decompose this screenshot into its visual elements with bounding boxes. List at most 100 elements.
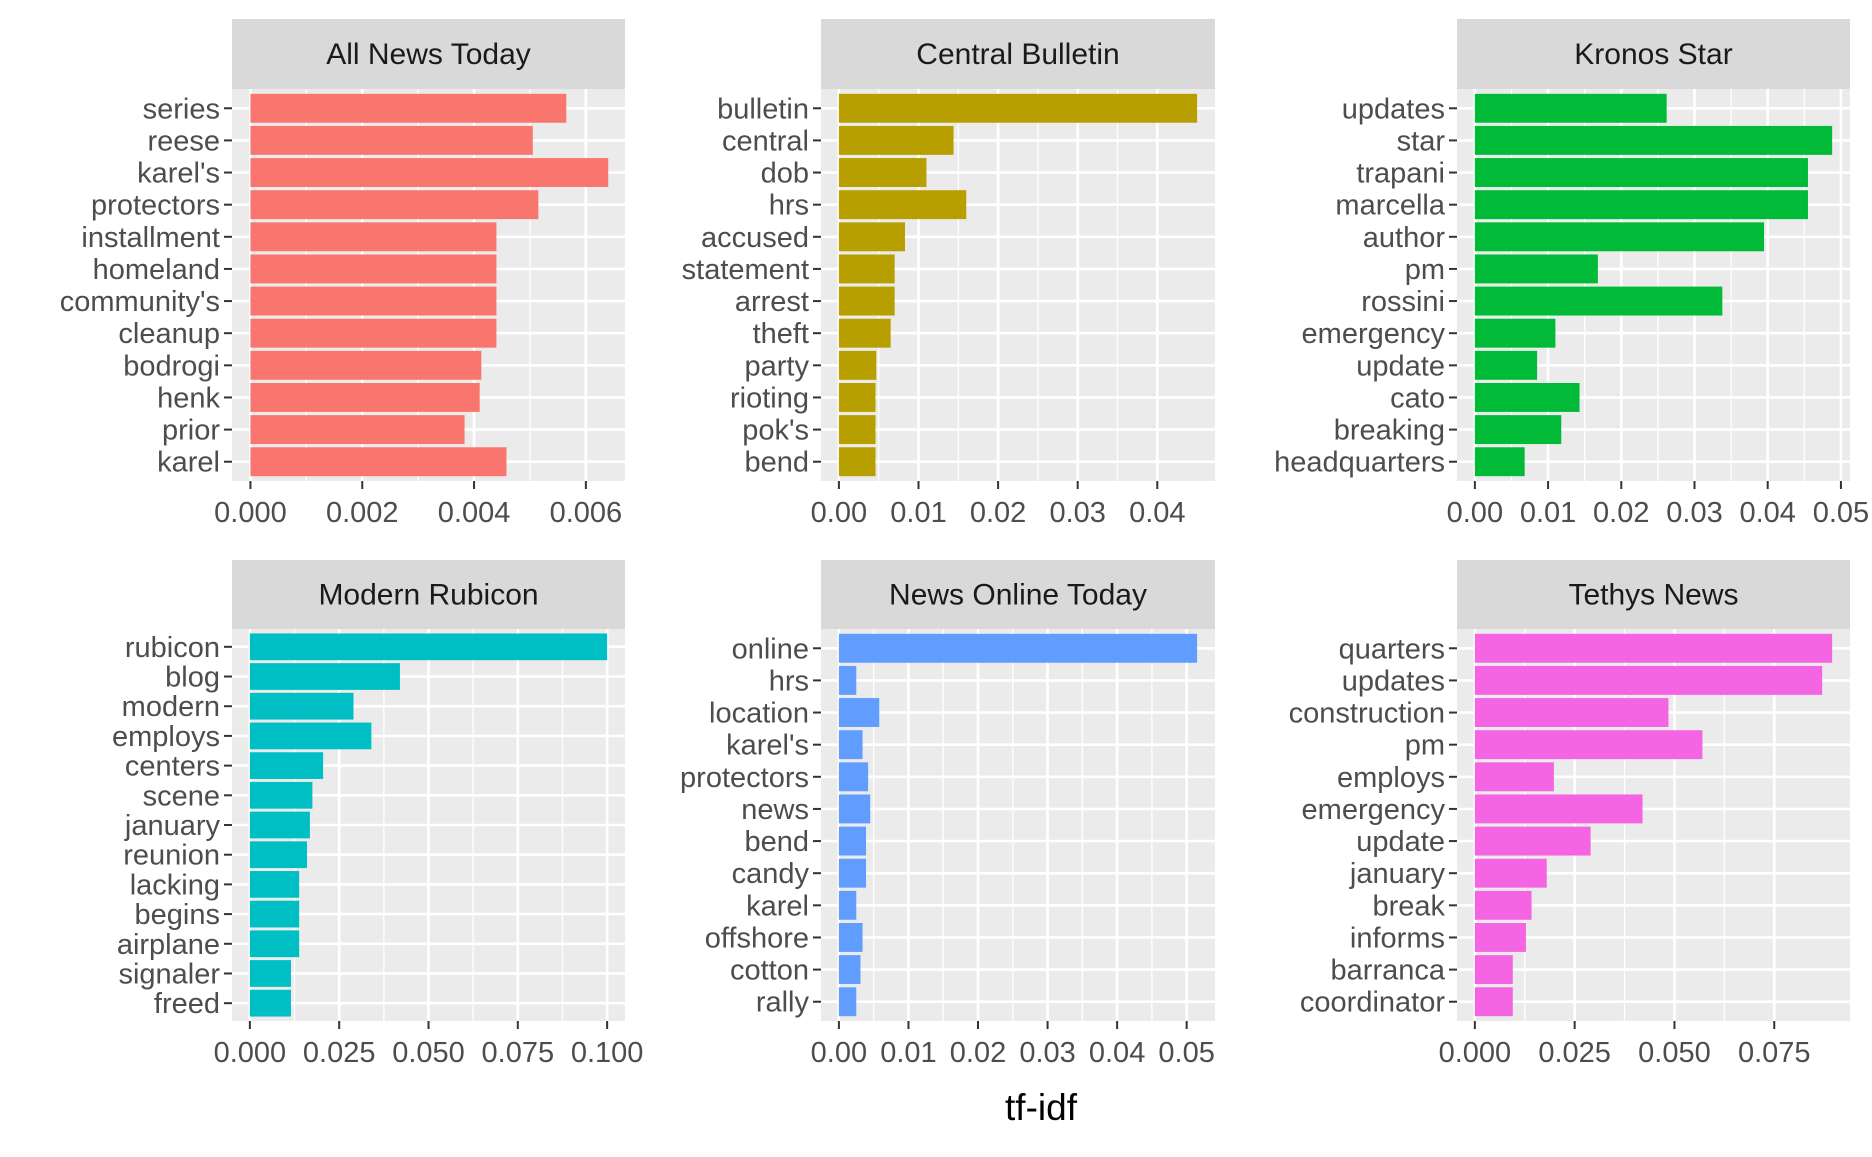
category-label: scene bbox=[143, 780, 220, 812]
bar-central-bulletin bbox=[838, 222, 905, 252]
bar-modern-rubicon bbox=[249, 663, 400, 690]
bar-modern-rubicon bbox=[249, 960, 291, 987]
bar-kronos-star bbox=[1474, 93, 1667, 123]
bar-news-online-today bbox=[838, 730, 863, 760]
facet-strip-tethys-news bbox=[1457, 560, 1850, 629]
x-tick-label: 0.000 bbox=[214, 1037, 287, 1069]
category-label: marcella bbox=[1335, 190, 1445, 222]
bar-modern-rubicon bbox=[249, 633, 608, 661]
bar-modern-rubicon bbox=[249, 811, 310, 839]
category-label: karel bbox=[157, 447, 220, 479]
bar-tethys-news bbox=[1474, 858, 1547, 888]
panel-background-news-online-today bbox=[821, 629, 1215, 1021]
x-tick-label: 0.000 bbox=[1439, 1037, 1512, 1069]
bar-news-online-today bbox=[838, 665, 857, 695]
category-label: pm bbox=[1405, 254, 1445, 286]
category-label: prior bbox=[162, 415, 220, 447]
bar-news-online-today bbox=[838, 826, 867, 856]
category-label: pok's bbox=[742, 415, 809, 447]
category-label: reese bbox=[147, 125, 220, 157]
category-label: cotton bbox=[730, 955, 809, 987]
bar-central-bulletin bbox=[838, 318, 891, 348]
category-label: reunion bbox=[123, 840, 220, 872]
category-label: centers bbox=[125, 751, 220, 783]
bar-kronos-star bbox=[1474, 190, 1808, 220]
facet-title-kronos-star: Kronos Star bbox=[1574, 38, 1732, 71]
category-label: community's bbox=[60, 286, 220, 318]
category-label: rally bbox=[756, 987, 810, 1019]
bar-tethys-news bbox=[1474, 730, 1703, 760]
category-label: january bbox=[1349, 858, 1446, 890]
bar-tethys-news bbox=[1474, 665, 1823, 695]
category-label: bodrogi bbox=[123, 350, 220, 382]
category-label: online bbox=[732, 633, 809, 665]
bar-news-online-today bbox=[838, 633, 1198, 663]
bar-central-bulletin bbox=[838, 190, 967, 220]
category-label: cato bbox=[1390, 382, 1445, 414]
category-label: coordinator bbox=[1300, 987, 1445, 1019]
bar-kronos-star bbox=[1474, 158, 1808, 187]
category-label: homeland bbox=[93, 254, 220, 286]
bar-central-bulletin bbox=[838, 125, 954, 155]
bar-central-bulletin bbox=[838, 447, 876, 477]
x-tick-label: 0.03 bbox=[1666, 497, 1722, 529]
bar-all-news-today bbox=[250, 158, 609, 187]
facet-strip-kronos-star bbox=[1457, 19, 1850, 89]
facet-strip-news-online-today bbox=[821, 560, 1215, 629]
x-tick-label: 0.025 bbox=[303, 1037, 376, 1069]
category-label: series bbox=[143, 93, 220, 125]
category-label: lacking bbox=[130, 869, 220, 901]
bar-kronos-star bbox=[1474, 254, 1598, 284]
facet-strip-modern-rubicon bbox=[232, 560, 625, 629]
x-tick-label: 0.03 bbox=[1019, 1037, 1075, 1069]
bar-news-online-today bbox=[838, 698, 880, 727]
bar-central-bulletin bbox=[838, 158, 927, 187]
bar-modern-rubicon bbox=[249, 752, 324, 779]
category-label: installment bbox=[81, 222, 220, 254]
category-label: central bbox=[722, 125, 809, 157]
bar-modern-rubicon bbox=[249, 871, 300, 898]
bar-tethys-news bbox=[1474, 762, 1554, 792]
bar-all-news-today bbox=[250, 190, 539, 220]
category-label: statement bbox=[682, 254, 809, 286]
bar-all-news-today bbox=[250, 125, 533, 155]
category-label: arrest bbox=[735, 286, 809, 318]
category-label: bulletin bbox=[717, 93, 809, 125]
category-label: break bbox=[1372, 890, 1445, 922]
facet-title-news-online-today: News Online Today bbox=[889, 579, 1147, 612]
x-tick-label: 0.05 bbox=[1813, 497, 1869, 529]
bar-all-news-today bbox=[250, 447, 507, 477]
x-tick-label: 0.01 bbox=[890, 497, 946, 529]
x-tick-label: 0.050 bbox=[1638, 1037, 1711, 1069]
facet-title-central-bulletin: Central Bulletin bbox=[916, 38, 1119, 71]
category-label: hrs bbox=[769, 190, 809, 222]
bar-news-online-today bbox=[838, 794, 871, 824]
category-label: hrs bbox=[769, 665, 809, 697]
category-label: author bbox=[1363, 222, 1446, 254]
facet-title-tethys-news: Tethys News bbox=[1568, 579, 1738, 612]
facet-strip-all-news-today bbox=[232, 19, 625, 89]
bar-modern-rubicon bbox=[249, 781, 313, 809]
category-label: breaking bbox=[1334, 415, 1445, 447]
x-tick-label: 0.025 bbox=[1538, 1037, 1611, 1069]
facet-title-modern-rubicon: Modern Rubicon bbox=[318, 579, 538, 612]
bar-kronos-star bbox=[1474, 318, 1556, 348]
facet-strip-central-bulletin bbox=[821, 19, 1215, 89]
category-label: rioting bbox=[730, 382, 809, 414]
bar-tethys-news bbox=[1474, 826, 1591, 856]
facet-title-all-news-today: All News Today bbox=[326, 38, 531, 71]
bar-all-news-today bbox=[250, 318, 497, 348]
category-label: karel's bbox=[137, 158, 220, 190]
category-label: location bbox=[709, 698, 809, 730]
x-tick-label: 0.100 bbox=[571, 1037, 644, 1069]
x-tick-label: 0.03 bbox=[1049, 497, 1105, 529]
bar-news-online-today bbox=[838, 987, 857, 1017]
category-label: blog bbox=[165, 662, 220, 694]
category-label: freed bbox=[154, 988, 220, 1020]
category-label: bend bbox=[744, 826, 809, 858]
bar-news-online-today bbox=[838, 955, 861, 985]
category-label: rossini bbox=[1361, 286, 1445, 318]
category-label: begins bbox=[135, 899, 220, 931]
